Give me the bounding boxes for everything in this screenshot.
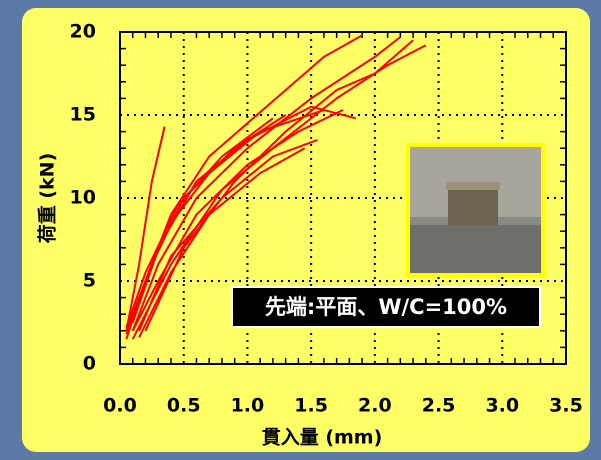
x-tick-label: 1.0	[231, 395, 265, 417]
photo	[408, 145, 543, 275]
x-tick-label: 0.5	[167, 395, 201, 417]
x-tick-label: 0.0	[103, 395, 137, 417]
x-tick-label: 2.0	[358, 395, 392, 417]
y-tick-label: 5	[83, 270, 96, 292]
x-tick-label: 2.5	[422, 395, 456, 417]
x-tick-label: 1.5	[294, 395, 328, 417]
y-axis-label: 荷重 (kN)	[36, 153, 59, 244]
y-tick-label: 15	[70, 104, 96, 126]
y-tick-label: 20	[70, 21, 96, 43]
x-tick-label: 3.5	[549, 395, 583, 417]
chart: 貫入量 (mm) 荷重 (kN) 0.0 0.5 1.0 1.5 2.0 2.5 3.0 3.…	[0, 0, 601, 456]
x-axis-label: 貫入量 (mm)	[262, 427, 383, 449]
x-tick-label: 3.0	[485, 395, 519, 417]
y-tick-label: 0	[83, 353, 96, 375]
y-tick-label: 10	[70, 187, 96, 209]
annotation: 先端:平面、W/C=100%	[265, 295, 507, 319]
